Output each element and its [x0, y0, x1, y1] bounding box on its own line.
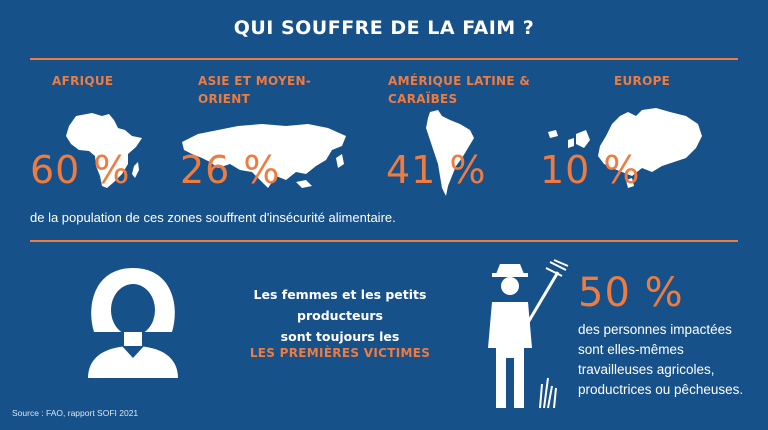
- region-label-africa: AFRIQUE: [52, 74, 114, 88]
- africa-percent: 60 %: [30, 148, 131, 192]
- page-title: QUI SOUFFRE DE LA FAIM ?: [233, 17, 535, 39]
- stat-percent: 50 %: [578, 270, 684, 316]
- caption-text: de la population de ces zones souffrent …: [30, 210, 396, 225]
- top-divider: [30, 58, 738, 60]
- region-label-latin-america: AMÉRIQUE LATINE & CARAÏBES: [388, 74, 531, 106]
- source-note: Source : FAO, rapport SOFI 2021: [12, 408, 139, 418]
- europe-map-icon: [546, 106, 706, 190]
- first-victims-text: LES PREMIÈRES VICTIMES: [249, 346, 431, 360]
- europe-percent: 10 %: [540, 148, 641, 192]
- farmer-icon: [484, 258, 574, 423]
- middle-divider: [30, 240, 738, 242]
- latin-america-percent: 41 %: [386, 148, 487, 192]
- latin-america-map-icon: [424, 108, 480, 198]
- woman-icon: [78, 262, 188, 383]
- stat-description: des personnes impactées sont elles-mêmes…: [578, 322, 744, 397]
- asia-percent: 26 %: [180, 148, 281, 192]
- women-producers-text: Les femmes et les petits producteurs son…: [253, 287, 427, 344]
- asia-map-icon: [176, 118, 352, 194]
- region-label-asia: ASIE ET MOYEN- ORIENT: [198, 74, 312, 106]
- region-label-europe: EUROPE: [614, 74, 671, 88]
- africa-map-icon: [62, 110, 148, 192]
